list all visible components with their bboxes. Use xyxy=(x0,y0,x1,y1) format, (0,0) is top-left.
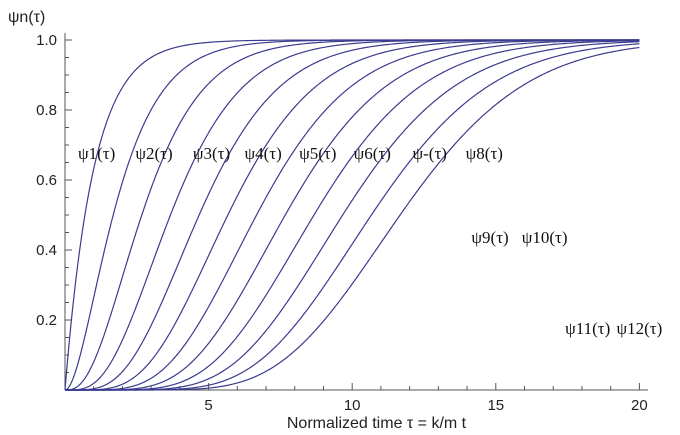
series-line-psi-8 xyxy=(65,39,640,391)
y-tick-label-0.2: 0.2 xyxy=(36,312,57,329)
y-tick-label-0.8: 0.8 xyxy=(36,102,57,119)
y-tick-label-1: 1.0 xyxy=(36,32,57,49)
series-group xyxy=(64,39,640,391)
curve-label-psi-2: ψ2(τ) xyxy=(135,144,172,163)
curve-label-psi-8: ψ8(τ) xyxy=(466,144,503,163)
curve-label-psi-9: ψ9(τ) xyxy=(471,228,508,247)
y-tick-label-0.4: 0.4 xyxy=(36,242,57,259)
x-axis-title: Normalized time τ = k/m t xyxy=(287,415,467,432)
y-tick-label-0.6: 0.6 xyxy=(36,172,57,189)
series-line-psi-7 xyxy=(65,39,640,391)
curve-label-psi-1: ψ1(τ) xyxy=(78,144,115,163)
x-tick-label-15: 15 xyxy=(487,397,504,414)
series-line-psi-10 xyxy=(65,41,640,391)
series-line-psi-11 xyxy=(65,43,640,391)
y-axis-title: ψn(τ) xyxy=(8,9,45,26)
curve-label-psi-12: ψ12(τ) xyxy=(616,319,662,338)
curve-label-psi-10: ψ10(τ) xyxy=(522,228,568,247)
series-line-psi-2 xyxy=(64,39,640,391)
curve-label-psi-5: ψ5(τ) xyxy=(299,144,336,163)
curve-label-psi-6: ψ6(τ) xyxy=(354,144,391,163)
series-line-psi-1 xyxy=(64,39,640,391)
x-tick-label-20: 20 xyxy=(631,397,648,414)
curve-label-psi-4: ψ4(τ) xyxy=(245,144,282,163)
curve-labels: ψ1(τ) ψ2(τ) ψ3(τ) ψ4(τ) ψ5(τ) ψ6(τ) ψ-(τ) ψ8(τ)… xyxy=(78,144,662,338)
series-line-psi-9 xyxy=(65,40,640,391)
curve-label-psi-11: ψ11(τ) xyxy=(565,319,610,338)
x-tick-label-5: 5 xyxy=(204,397,212,414)
x-tick-label-10: 10 xyxy=(344,397,361,414)
axes xyxy=(64,33,648,391)
series-line-psi-5 xyxy=(65,39,640,391)
series-line-psi-3 xyxy=(64,39,640,391)
ticks: 5 10 15 20 0.2 0.4 0.6 0.8 1.0 xyxy=(36,32,648,414)
series-line-psi-4 xyxy=(65,39,640,391)
series-line-psi-6 xyxy=(65,39,640,391)
series-line-psi-12 xyxy=(65,46,640,391)
curve-label-psi-7: ψ-(τ) xyxy=(412,144,446,163)
curve-label-psi-3: ψ3(τ) xyxy=(193,144,230,163)
